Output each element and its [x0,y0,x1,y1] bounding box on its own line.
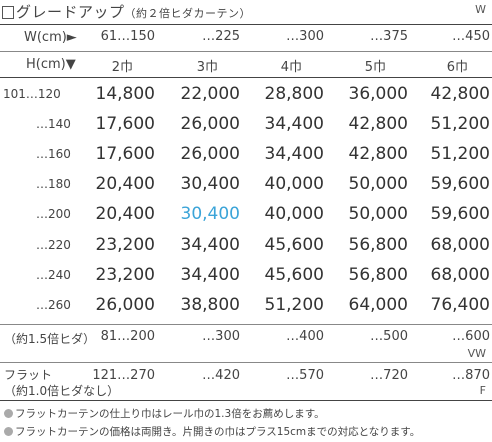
pleat15-width: …300 [202,329,240,344]
price-cell: 23,200 [95,235,155,255]
price-cell: 40,000 [264,174,324,194]
flat-label: フラット [4,368,53,382]
checkbox-square-icon [2,6,14,19]
price-cell: 26,000 [95,295,155,315]
price-cell: 34,400 [264,114,324,134]
price-cell: 51,200 [430,114,490,134]
price-cell: 17,600 [95,144,155,164]
height-label: …180 [36,177,71,191]
code-vw: VW [467,347,486,360]
flat-width: …420 [202,368,240,383]
pleat15-width: …600 [452,329,490,344]
price-cell: 23,200 [95,265,155,285]
price-cell: 38,800 [180,295,240,315]
panel-count: 4巾 [280,60,302,75]
divider-header [0,77,492,78]
divider-pleat [0,362,492,363]
divider-width [0,51,492,52]
price-cell: 26,000 [180,114,240,134]
page-title: グレードアップ（約２倍ヒダカーテン） [2,1,251,22]
price-cell: 59,600 [430,174,490,194]
price-cell: 30,400 [180,174,240,194]
panel-count: 2巾 [111,60,133,75]
bullet-icon [4,409,13,418]
price-cell: 51,200 [430,144,490,164]
price-cell: 42,800 [430,84,490,104]
divider-top [0,24,492,25]
title-main: グレードアップ [16,3,125,21]
price-cell: 45,600 [264,265,324,285]
width-value: …375 [370,29,408,44]
price-cell: 50,000 [348,204,408,224]
height-label: …200 [36,207,71,221]
divider-grid [0,324,492,325]
code-f: F [479,384,486,397]
height-label: …260 [36,298,71,312]
height-label: …160 [36,147,71,161]
price-cell: 64,000 [348,295,408,315]
price-cell: 30,400 [180,204,240,224]
height-label: …220 [36,238,71,252]
flat-sublabel: （約1.0倍ヒダなし） [4,384,120,398]
price-cell: 50,000 [348,174,408,194]
flat-width: …570 [286,368,324,383]
height-label: …140 [36,117,71,131]
price-cell: 68,000 [430,265,490,285]
price-cell: 56,800 [348,265,408,285]
price-cell: 22,000 [180,84,240,104]
price-cell: 51,200 [264,295,324,315]
flat-width: 121…270 [92,368,155,383]
price-cell: 26,000 [180,144,240,164]
note-2: フラットカーテンの価格は両開き。片開きの巾はプラス15cmまでの対応となります。 [4,424,420,439]
price-cell: 59,600 [430,204,490,224]
price-cell: 20,400 [95,204,155,224]
price-cell: 56,800 [348,235,408,255]
price-cell: 20,400 [95,174,155,194]
price-cell: 42,800 [348,114,408,134]
width-value: …450 [452,29,490,44]
width-value: 61…150 [100,29,155,44]
flat-width: …720 [370,368,408,383]
width-header-label: W(cm)► [24,30,77,45]
panel-count: 6巾 [446,60,468,75]
price-cell: 34,400 [180,265,240,285]
price-cell: 68,000 [430,235,490,255]
flat-width: …870 [452,368,490,383]
pleat15-label: （約1.5倍ヒダ） [4,332,96,346]
bullet-icon [4,427,13,436]
pleat15-width: 81…200 [100,329,155,344]
price-cell: 76,400 [430,295,490,315]
price-cell: 40,000 [264,204,324,224]
price-cell: 34,400 [264,144,324,164]
code-w: W [475,3,486,16]
height-header-label: H(cm)▼ [26,57,76,72]
title-sub: （約２倍ヒダカーテン） [124,7,252,20]
height-label: …240 [36,268,71,282]
panel-count: 3巾 [196,60,218,75]
divider-bottom [0,400,492,401]
price-cell: 17,600 [95,114,155,134]
pleat15-width: …400 [286,329,324,344]
panel-count: 5巾 [364,60,386,75]
price-cell: 42,800 [348,144,408,164]
price-cell: 36,000 [348,84,408,104]
price-cell: 45,600 [264,235,324,255]
width-value: …225 [202,29,240,44]
price-cell: 14,800 [95,84,155,104]
price-cell: 28,800 [264,84,324,104]
height-label: 101…120 [3,87,61,101]
width-value: …300 [286,29,324,44]
price-cell: 34,400 [180,235,240,255]
pleat15-width: …500 [370,329,408,344]
note-1: フラットカーテンの仕上り巾はレール巾の1.3倍をお薦めします。 [4,406,325,421]
